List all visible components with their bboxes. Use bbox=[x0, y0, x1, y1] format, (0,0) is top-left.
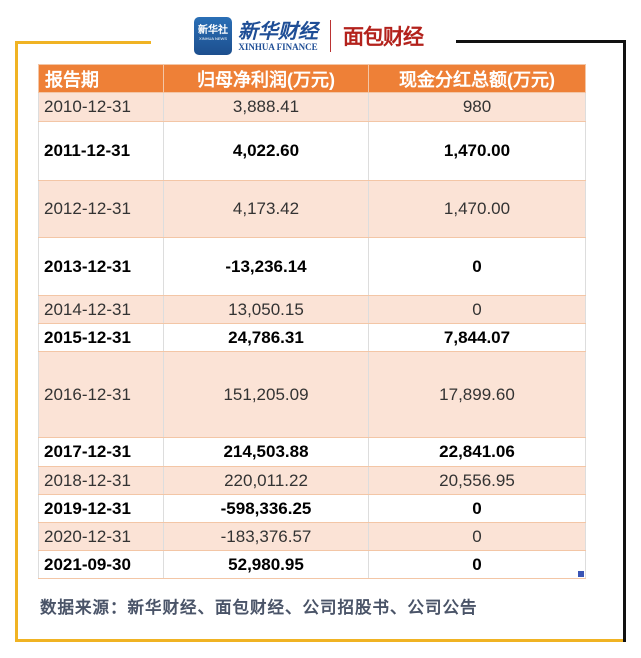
table-row: 2010-12-31 3,888.41 980 bbox=[38, 92, 586, 122]
period-cell: 2015-12-31 bbox=[38, 323, 164, 352]
dividend-cell: 0 bbox=[368, 295, 586, 324]
dividend-cell: 0 bbox=[368, 522, 586, 551]
net-profit-cell: 3,888.41 bbox=[163, 92, 369, 122]
table-row: 2021-09-30 52,980.95 0 bbox=[38, 550, 586, 579]
net-profit-cell: 13,050.15 bbox=[163, 295, 369, 324]
net-profit-cell: -13,236.14 bbox=[163, 237, 369, 296]
frame-border bbox=[623, 40, 626, 642]
source-note: 数据来源：新华财经、面包财经、公司招股书、公司公告 bbox=[40, 598, 478, 617]
table-row: 2018-12-31 220,011.22 20,556.95 bbox=[38, 466, 586, 495]
period-cell: 2019-12-31 bbox=[38, 494, 164, 523]
resize-handle bbox=[578, 571, 584, 577]
period-cell: 2021-09-30 bbox=[38, 550, 164, 579]
net-profit-cell: 4,173.42 bbox=[163, 180, 369, 238]
dividend-cell: 20,556.95 bbox=[368, 466, 586, 495]
table-row: 2011-12-31 4,022.60 1,470.00 bbox=[38, 121, 586, 181]
xinhua-icon-text: 新华社 bbox=[198, 25, 228, 36]
logo-bar: 新华社 XINHUA NEWS 新华财经 XINHUA FINANCE 面包财经 bbox=[194, 16, 424, 56]
dividend-cell: 1,470.00 bbox=[368, 121, 586, 181]
dividend-cell: 1,470.00 bbox=[368, 180, 586, 238]
period-cell: 2011-12-31 bbox=[38, 121, 164, 181]
dividend-cell: 0 bbox=[368, 550, 586, 579]
period-cell: 2018-12-31 bbox=[38, 466, 164, 495]
frame-border bbox=[15, 41, 18, 642]
period-cell: 2010-12-31 bbox=[38, 92, 164, 122]
period-cell: 2013-12-31 bbox=[38, 237, 164, 296]
period-cell: 2014-12-31 bbox=[38, 295, 164, 324]
period-cell: 2020-12-31 bbox=[38, 522, 164, 551]
table-row: 2017-12-31 214,503.88 22,841.06 bbox=[38, 437, 586, 467]
net-profit-cell: 220,011.22 bbox=[163, 466, 369, 495]
table-header-row: 报告期 归母净利润(万元) 现金分红总额(万元) bbox=[38, 64, 586, 93]
xinhua-finance-logo: 新华财经 XINHUA FINANCE bbox=[238, 20, 318, 52]
table-row: 2013-12-31 -13,236.14 0 bbox=[38, 237, 586, 296]
table-row: 2012-12-31 4,173.42 1,470.00 bbox=[38, 180, 586, 238]
period-cell: 2017-12-31 bbox=[38, 437, 164, 467]
table-row: 2016-12-31 151,205.09 17,899.60 bbox=[38, 351, 586, 438]
xinhua-icon-sub: XINHUA NEWS bbox=[198, 36, 227, 41]
net-profit-cell: -183,376.57 bbox=[163, 522, 369, 551]
frame-border bbox=[15, 41, 151, 44]
mianbao-logo: 面包财经 bbox=[343, 26, 424, 49]
net-profit-cell: 214,503.88 bbox=[163, 437, 369, 467]
dividend-table: 报告期 归母净利润(万元) 现金分红总额(万元) 2010-12-31 3,888… bbox=[38, 64, 586, 579]
dividend-cell: 22,841.06 bbox=[368, 437, 586, 467]
table-row: 2015-12-31 24,786.31 7,844.07 bbox=[38, 323, 586, 352]
period-cell: 2016-12-31 bbox=[38, 351, 164, 438]
logo-divider bbox=[330, 20, 331, 52]
xinhua-finance-cn: 新华财经 bbox=[238, 19, 318, 43]
net-profit-cell: -598,336.25 bbox=[163, 494, 369, 523]
dividend-cell: 7,844.07 bbox=[368, 323, 586, 352]
xinhua-logo-icon: 新华社 XINHUA NEWS bbox=[194, 17, 232, 55]
net-profit-cell: 4,022.60 bbox=[163, 121, 369, 181]
net-profit-cell: 151,205.09 bbox=[163, 351, 369, 438]
header-dividend: 现金分红总额(万元) bbox=[368, 64, 586, 93]
header-net-profit: 归母净利润(万元) bbox=[163, 64, 369, 93]
frame-border bbox=[15, 639, 625, 642]
period-cell: 2012-12-31 bbox=[38, 180, 164, 238]
xinhua-finance-en: XINHUA FINANCE bbox=[238, 42, 318, 52]
dividend-cell: 0 bbox=[368, 494, 586, 523]
net-profit-cell: 24,786.31 bbox=[163, 323, 369, 352]
dividend-cell: 17,899.60 bbox=[368, 351, 586, 438]
table-row: 2014-12-31 13,050.15 0 bbox=[38, 295, 586, 324]
net-profit-cell: 52,980.95 bbox=[163, 550, 369, 579]
dividend-cell: 980 bbox=[368, 92, 586, 122]
table-row: 2019-12-31 -598,336.25 0 bbox=[38, 494, 586, 523]
dividend-cell: 0 bbox=[368, 237, 586, 296]
header-period: 报告期 bbox=[38, 64, 164, 93]
frame-border bbox=[456, 40, 626, 43]
table-row: 2020-12-31 -183,376.57 0 bbox=[38, 522, 586, 551]
